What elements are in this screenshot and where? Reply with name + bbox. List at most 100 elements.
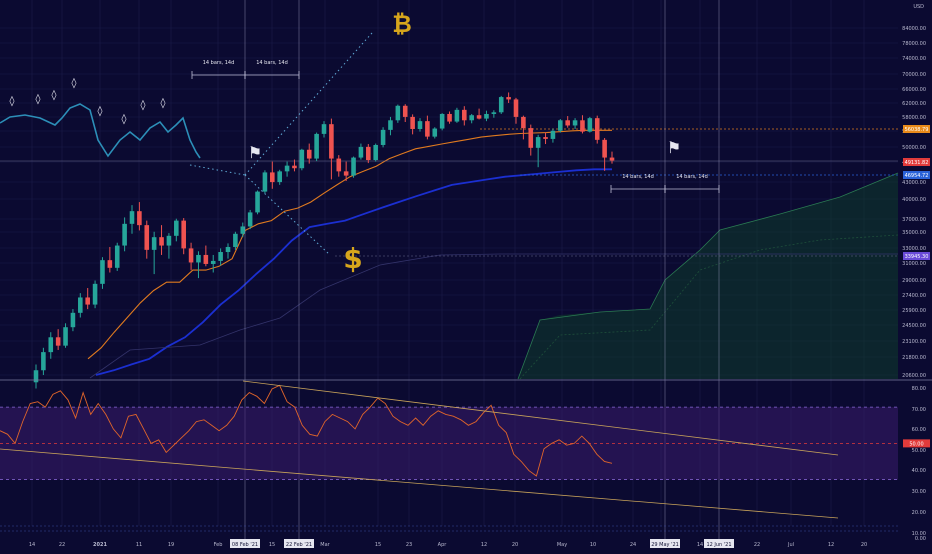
candle[interactable] [48, 332, 54, 359]
candle[interactable] [255, 190, 260, 215]
candle[interactable] [41, 347, 46, 375]
candle[interactable] [314, 132, 319, 162]
candle[interactable] [210, 254, 216, 273]
candle[interactable] [306, 143, 312, 164]
candle[interactable] [277, 169, 282, 185]
candle[interactable] [100, 257, 105, 289]
candle[interactable] [92, 280, 98, 309]
candle[interactable] [432, 127, 438, 139]
candle[interactable] [262, 170, 268, 194]
candle[interactable] [580, 115, 585, 134]
projection-up-line[interactable] [244, 32, 373, 176]
candle[interactable] [594, 115, 600, 144]
candle[interactable] [151, 231, 157, 275]
candle[interactable] [558, 119, 563, 133]
rsi-trendline-lower[interactable] [0, 448, 839, 519]
candle[interactable] [572, 118, 578, 129]
candle[interactable] [114, 242, 120, 271]
candle[interactable] [55, 329, 61, 350]
candle[interactable] [498, 95, 504, 114]
candle[interactable] [380, 127, 386, 148]
candle[interactable] [587, 116, 593, 133]
candle[interactable] [166, 233, 172, 259]
candle[interactable] [351, 156, 356, 178]
candle[interactable] [137, 202, 142, 231]
candle[interactable] [85, 288, 90, 310]
candle-body [380, 129, 386, 145]
candle[interactable] [129, 205, 135, 234]
candle[interactable] [107, 246, 113, 273]
candle[interactable] [609, 151, 615, 164]
candle[interactable] [122, 217, 127, 252]
candle[interactable] [233, 231, 238, 250]
marker-drop-icon: ◊ [161, 97, 166, 109]
candle[interactable] [181, 218, 186, 255]
candle[interactable] [33, 364, 39, 389]
candle[interactable] [373, 143, 378, 162]
candle[interactable] [543, 132, 548, 145]
candle[interactable] [410, 114, 415, 135]
candle[interactable] [550, 128, 556, 143]
candle[interactable] [528, 124, 534, 156]
marker-drop-icon: ◊ [72, 77, 77, 89]
candle[interactable] [447, 111, 452, 124]
candle[interactable] [284, 161, 290, 177]
candle[interactable] [159, 225, 164, 255]
candle[interactable] [336, 155, 342, 177]
candle[interactable] [329, 118, 334, 180]
candle[interactable] [240, 222, 246, 238]
candle[interactable] [476, 108, 482, 120]
candle[interactable] [439, 113, 445, 131]
candle[interactable] [469, 113, 474, 124]
rsi-pane[interactable] [0, 379, 932, 532]
time-tick-label: 19 [168, 542, 174, 548]
candle[interactable] [270, 161, 275, 189]
candle[interactable] [174, 218, 179, 242]
candle[interactable] [484, 110, 489, 122]
bars-range-measure[interactable]: 14 bars, 14d [664, 174, 720, 193]
candle[interactable] [388, 116, 393, 136]
candle[interactable] [63, 323, 68, 348]
candle[interactable] [402, 104, 408, 123]
candle[interactable] [513, 97, 519, 124]
candle[interactable] [70, 309, 76, 332]
candle[interactable] [196, 251, 201, 279]
candle[interactable] [565, 116, 570, 128]
candle[interactable] [462, 106, 467, 126]
candle[interactable] [395, 104, 401, 123]
candle[interactable] [366, 144, 371, 164]
price-axis[interactable]: USD 84000.00 78000.00 74000.00 70000.00 66000… [902, 4, 930, 542]
candle[interactable] [358, 143, 364, 160]
candle[interactable] [225, 243, 231, 259]
projection-in-line[interactable] [189, 164, 246, 176]
candle-body [402, 105, 408, 117]
candle[interactable] [321, 121, 327, 138]
projection-down-line[interactable] [244, 174, 331, 256]
drawing-annotations[interactable]: 14 bars, 14d 14 bars, 14d 14 bars, 14d 14 b… [10, 0, 720, 540]
candle[interactable] [417, 118, 423, 132]
candle[interactable] [299, 148, 305, 171]
candle[interactable] [535, 134, 541, 168]
rsi-trendline-upper[interactable] [242, 380, 839, 456]
candle[interactable] [506, 92, 511, 103]
candle[interactable] [454, 107, 460, 123]
candle[interactable] [188, 242, 194, 271]
candle[interactable] [602, 137, 607, 171]
candle[interactable] [218, 248, 223, 266]
candle[interactable] [144, 220, 150, 259]
cloud-edge [517, 172, 899, 380]
candle-body [454, 109, 460, 122]
candle[interactable] [203, 245, 209, 267]
candle[interactable] [521, 115, 526, 140]
time-axis[interactable]: 142220211119Feb15Mar1523Apr1220May102471… [29, 539, 867, 548]
bars-range-measure[interactable]: 14 bars, 14d [244, 60, 300, 79]
candle[interactable] [343, 161, 349, 181]
candlestick-series[interactable] [33, 92, 615, 389]
candle[interactable] [247, 209, 253, 230]
candle[interactable] [491, 110, 497, 118]
candle[interactable] [292, 159, 297, 172]
candle[interactable] [425, 115, 430, 140]
candle[interactable] [78, 293, 83, 318]
